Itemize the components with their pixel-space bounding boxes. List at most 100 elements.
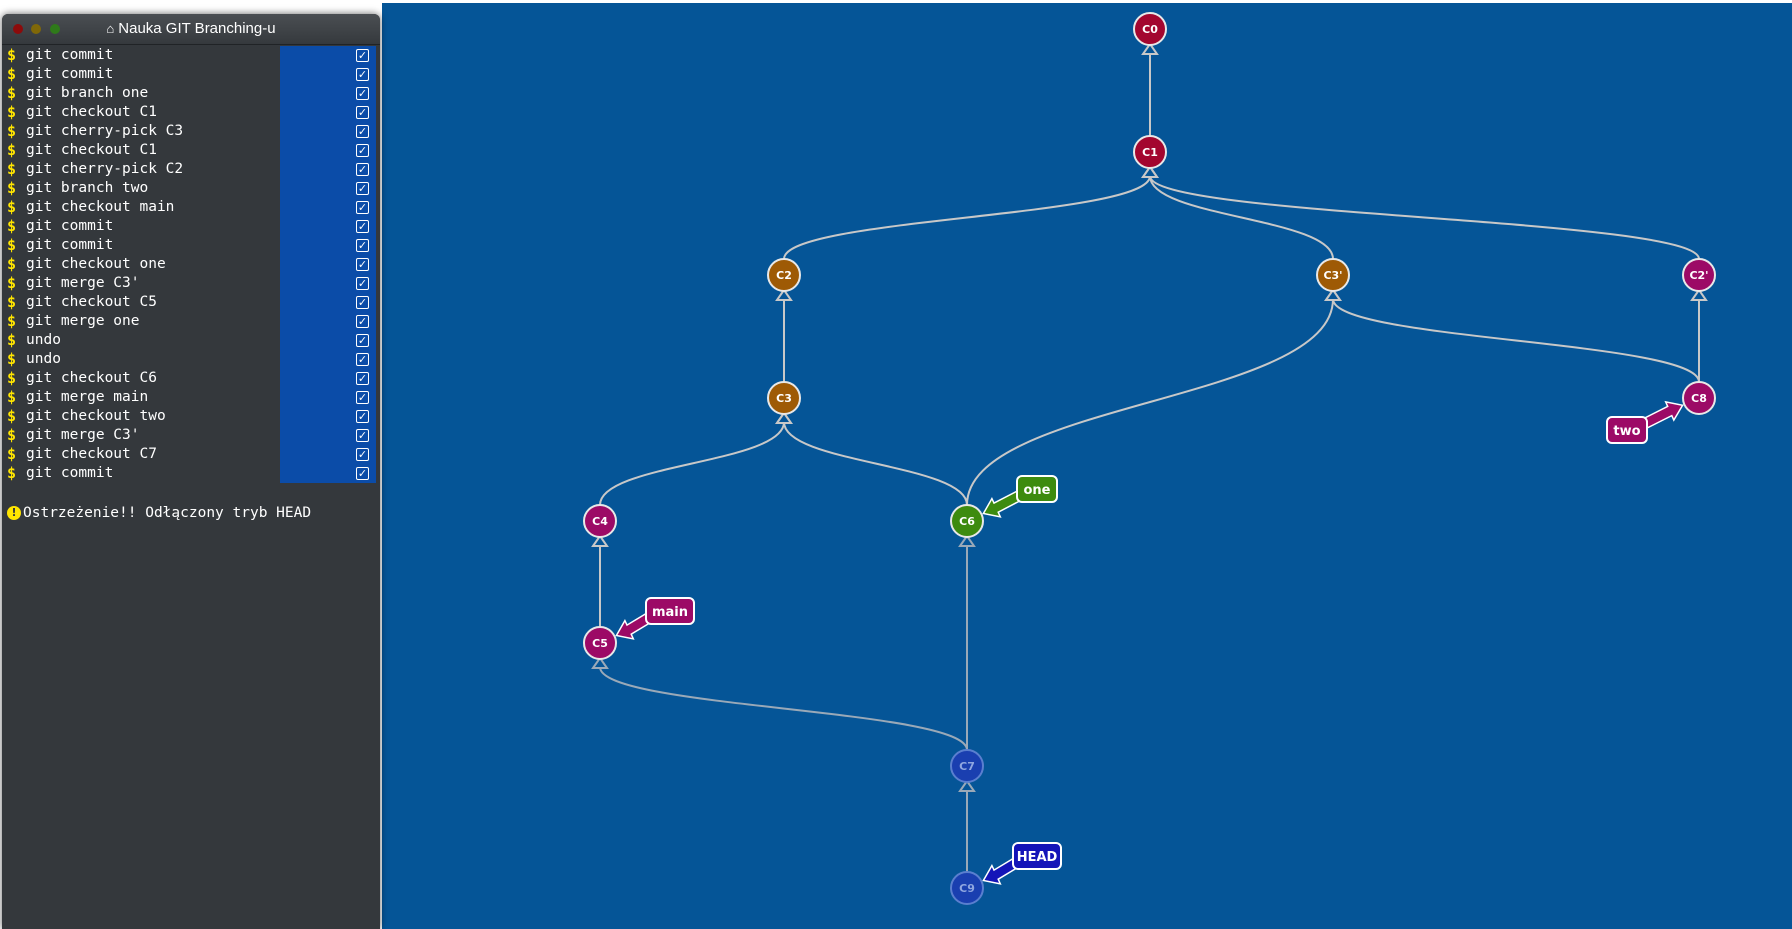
commit-node[interactable]: C2'	[1682, 258, 1716, 292]
command-highlight	[280, 388, 376, 407]
command-row: $ git merge C3' ✓	[2, 426, 380, 445]
commit-circle[interactable]	[767, 381, 801, 415]
command-row: $ git branch two ✓	[2, 179, 380, 198]
command-row: $ git checkout C5 ✓	[2, 293, 380, 312]
branch-label[interactable]: one	[982, 475, 1058, 518]
warning-text: Ostrzeżenie!! Odłączony tryb HEAD	[23, 505, 312, 521]
commit-node[interactable]: C5	[583, 626, 617, 660]
minimize-button[interactable]	[31, 24, 41, 34]
checkbox-icon: ✓	[356, 106, 369, 119]
command-row: $ git merge one ✓	[2, 312, 380, 331]
commit-graph: C0 C1 C2 C3' C2' C3 C8 C4 C6 C5 C7 C9 main one two HEAD	[583, 12, 1716, 905]
commit-circle[interactable]	[1133, 12, 1167, 46]
prompt-symbol: $	[7, 312, 17, 330]
commit-label: C2	[776, 269, 792, 282]
command-row: $ git checkout C1 ✓	[2, 103, 380, 122]
commit-circle[interactable]	[950, 749, 984, 783]
branch-label[interactable]: main	[615, 597, 695, 640]
commit-node[interactable]: C9	[950, 871, 984, 905]
command-row: $ git checkout two ✓	[2, 407, 380, 426]
command-highlight	[280, 84, 376, 103]
commit-node[interactable]: C7	[950, 749, 984, 783]
prompt-symbol: $	[7, 331, 17, 349]
checkbox-icon: ✓	[356, 448, 369, 461]
prompt-symbol: $	[7, 84, 17, 102]
commit-node[interactable]: C4	[583, 504, 617, 538]
edge-arrowhead	[1141, 42, 1159, 55]
command-text: undo	[26, 351, 61, 367]
prompt-symbol: $	[7, 445, 17, 463]
edge-arrowhead	[1141, 165, 1159, 178]
prompt-symbol: $	[7, 141, 17, 159]
command-text: git checkout C1	[26, 104, 157, 120]
branch-box[interactable]	[1016, 475, 1058, 503]
branch-name: two	[1613, 424, 1640, 439]
prompt-symbol: $	[7, 198, 17, 216]
prompt-symbol: $	[7, 217, 17, 235]
prompt-symbol: $	[7, 65, 17, 83]
command-text: git checkout main	[26, 199, 175, 215]
branch-label[interactable]: HEAD	[982, 842, 1062, 885]
checkbox-icon: ✓	[356, 220, 369, 233]
commit-label: C2'	[1689, 269, 1708, 282]
commit-circle[interactable]	[1316, 258, 1350, 292]
checkbox-icon: ✓	[356, 410, 369, 423]
checkbox-icon: ✓	[356, 49, 369, 62]
commit-label: C8	[1691, 392, 1707, 405]
branch-box[interactable]	[1606, 416, 1648, 444]
prompt-symbol: $	[7, 407, 17, 425]
commit-node[interactable]: C3	[767, 381, 801, 415]
commit-circle[interactable]	[767, 258, 801, 292]
command-highlight	[280, 179, 376, 198]
commit-label: C7	[959, 760, 975, 773]
branch-box[interactable]	[645, 597, 695, 625]
commit-node[interactable]: C8	[1682, 381, 1716, 415]
command-text: git cherry-pick C2	[26, 161, 184, 177]
branch-name: main	[652, 605, 688, 620]
terminal-titlebar[interactable]: ⌂ Nauka GIT Branching-u	[2, 14, 380, 45]
command-row: $ git checkout C6 ✓	[2, 369, 380, 388]
commit-circle[interactable]	[1133, 135, 1167, 169]
branch-label[interactable]: two	[1606, 400, 1684, 444]
commit-node[interactable]: C6	[950, 504, 984, 538]
commit-circle[interactable]	[583, 504, 617, 538]
command-text: git branch one	[26, 85, 149, 101]
commit-node[interactable]: C1	[1133, 135, 1167, 169]
prompt-symbol: $	[7, 255, 17, 273]
commit-node[interactable]: C2	[767, 258, 801, 292]
branch-box[interactable]	[1012, 842, 1062, 870]
prompt-symbol: $	[7, 160, 17, 178]
commit-circle[interactable]	[950, 871, 984, 905]
commit-circle[interactable]	[1682, 381, 1716, 415]
checkbox-icon: ✓	[356, 182, 369, 195]
commit-label: C3'	[1323, 269, 1342, 282]
close-button[interactable]	[13, 24, 23, 34]
command-text: git checkout C5	[26, 294, 157, 310]
edge-arrowhead	[775, 288, 793, 301]
command-row: $ git commit ✓	[2, 236, 380, 255]
commit-circle[interactable]	[583, 626, 617, 660]
prompt-symbol: $	[7, 350, 17, 368]
command-text: git merge main	[26, 389, 149, 405]
command-highlight	[280, 160, 376, 179]
checkbox-icon: ✓	[356, 353, 369, 366]
command-highlight	[280, 198, 376, 217]
commit-circle[interactable]	[1682, 258, 1716, 292]
prompt-symbol: $	[7, 388, 17, 406]
maximize-button[interactable]	[50, 24, 60, 34]
checkbox-icon: ✓	[356, 277, 369, 290]
git-graph-canvas: C0 C1 C2 C3' C2' C3 C8 C4 C6 C5 C7 C9 main one two HEAD	[382, 3, 1792, 929]
prompt-symbol: $	[7, 426, 17, 444]
commit-node[interactable]: C0	[1133, 12, 1167, 46]
edge-arrowhead	[591, 656, 609, 669]
command-text: git checkout C1	[26, 142, 157, 158]
commit-circle[interactable]	[950, 504, 984, 538]
checkbox-icon: ✓	[356, 68, 369, 81]
command-row: $ git branch one ✓	[2, 84, 380, 103]
command-highlight	[280, 293, 376, 312]
prompt-symbol: $	[7, 369, 17, 387]
commit-node[interactable]: C3'	[1316, 258, 1350, 292]
prompt-symbol: $	[7, 103, 17, 121]
edge-arrowhead	[1324, 288, 1342, 301]
checkbox-icon: ✓	[356, 334, 369, 347]
